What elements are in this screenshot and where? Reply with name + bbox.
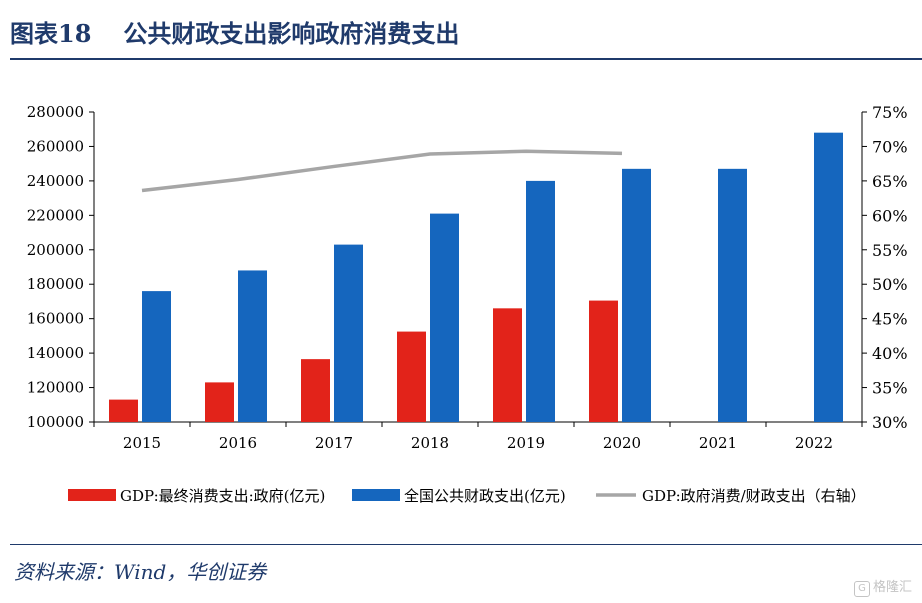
bar-government-consumption	[109, 399, 138, 422]
left-tick-label: 280000	[27, 103, 84, 121]
watermark-text: 格隆汇	[872, 580, 912, 595]
title-rule	[10, 58, 922, 60]
chart: 100000 120000 140000 160000 180000 200000 2200…	[27, 103, 908, 505]
left-tick-label: 100000	[27, 413, 84, 431]
legend-label: GDP:最终消费支出:政府(亿元)	[120, 487, 325, 505]
legend-label: 全国公共财政支出(亿元)	[404, 487, 566, 505]
bar-fiscal-expenditure	[238, 270, 267, 422]
line-ratio-series	[141, 149, 623, 193]
left-tick-label: 240000	[27, 172, 84, 190]
x-tick-label: 2019	[507, 434, 545, 452]
right-tick-label: 60%	[872, 206, 908, 225]
x-tick-label: 2017	[315, 434, 353, 452]
bar-government-consumption	[589, 300, 618, 422]
x-tick-label: 2015	[123, 434, 161, 452]
bar-government-consumption	[397, 331, 426, 422]
bar-government-consumption	[493, 308, 522, 422]
x-tick-label: 2016	[219, 434, 257, 452]
legend-label: GDP:政府消费/财政支出（右轴）	[642, 487, 866, 505]
source-rule	[10, 544, 922, 545]
left-tick-label: 140000	[27, 344, 84, 362]
bar-fiscal-expenditure	[142, 291, 171, 422]
right-tick-label: 75%	[872, 103, 908, 122]
right-tick-label: 30%	[872, 413, 908, 432]
left-tick-label: 220000	[27, 206, 84, 224]
x-tick-label: 2021	[699, 434, 737, 452]
legend-swatch	[352, 489, 400, 501]
chart-title: 公共财政支出影响政府消费支出	[123, 19, 460, 48]
bar-fiscal-expenditure	[622, 168, 651, 422]
left-tick-label: 200000	[27, 241, 84, 259]
source-note: 资料来源：Wind，华创证券	[14, 560, 267, 584]
figure-title: 图表18 公共财政支出影响政府消费支出	[10, 14, 459, 49]
legend-swatch	[68, 489, 116, 501]
figure-label: 图表18	[10, 19, 92, 48]
header: 图表18 公共财政支出影响政府消费支出	[0, 0, 922, 56]
right-tick-label: 35%	[872, 379, 908, 398]
right-tick-label: 65%	[872, 172, 908, 191]
bar-fiscal-expenditure	[526, 180, 555, 422]
x-tick-label: 2022	[795, 434, 833, 452]
left-tick-label: 260000	[27, 137, 84, 155]
watermark-logo-icon: G	[853, 581, 870, 597]
watermark: G 格隆汇	[853, 576, 912, 597]
x-tick-label: 2018	[411, 434, 449, 452]
bar-fiscal-expenditure	[718, 168, 747, 422]
left-tick-label: 180000	[27, 275, 84, 293]
left-tick-label: 160000	[27, 310, 84, 328]
bar-government-consumption	[205, 382, 234, 422]
bar-fiscal-expenditure	[430, 213, 459, 422]
right-tick-label: 50%	[872, 275, 908, 294]
bar-fiscal-expenditure	[334, 244, 363, 422]
x-tick-label: 2020	[603, 434, 641, 452]
bar-government-consumption	[301, 359, 330, 422]
right-tick-label: 40%	[872, 344, 908, 363]
right-tick-label: 55%	[872, 241, 908, 260]
bar-fiscal-expenditure	[814, 132, 843, 422]
right-tick-label: 70%	[872, 137, 908, 156]
right-tick-label: 45%	[872, 310, 908, 329]
left-tick-label: 120000	[27, 379, 84, 397]
